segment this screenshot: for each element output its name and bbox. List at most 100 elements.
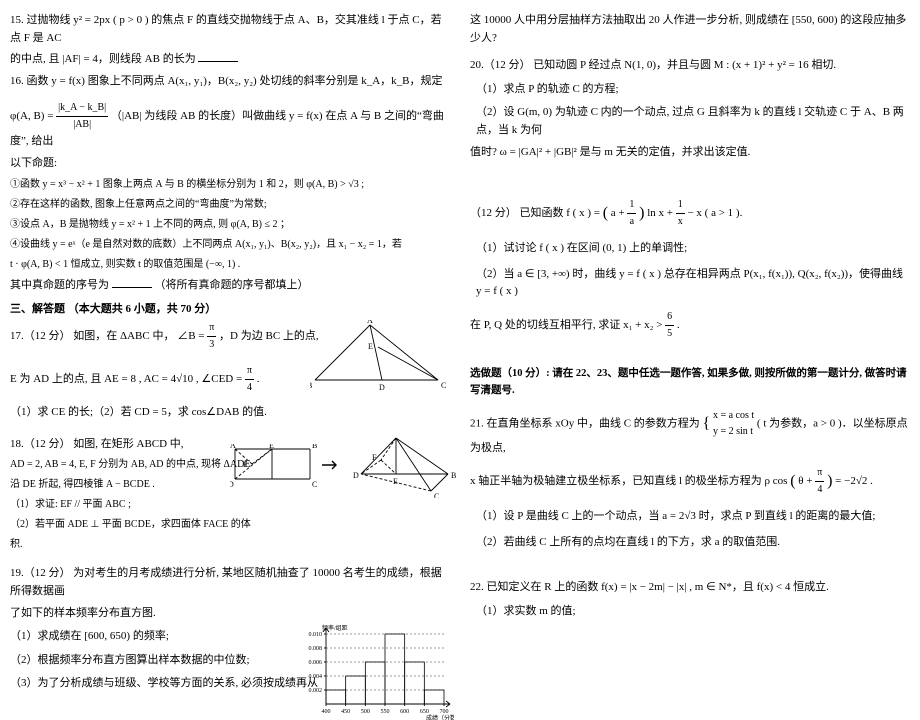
q21b-rparen: ) [827,473,832,490]
q18-s2: （2）若平面 ADE ⊥ 平面 BCDE，求四面体 FACE 的体 [10,517,450,533]
q21a-s1: （1）试讨论 f ( x ) 在区间 (0, 1) 上的单调性; [470,240,910,258]
q21b-s1: （1）设 P 是曲线 C 上的一个动点，当 a = 2√3 时，求点 P 到直线… [470,508,910,526]
svg-text:D: D [379,383,385,392]
q21a-frac2-num: 1 [676,197,685,214]
q21b-l1a: 21. 在直角坐标系 xOy 中，曲线 C 的参数方程为 [470,417,700,429]
q15-line1: 15. 过抛物线 y² = 2px ( p > 0 ) 的焦点 F 的直线交抛物… [10,12,450,47]
svg-text:0.010: 0.010 [309,632,323,638]
svg-text:E: E [368,342,373,351]
svg-text:C: C [312,480,317,489]
q16-p4a: ④设曲线 y = eˣ（e 是自然对数的底数）上不同两点 A(x₁, y₁)、B… [10,237,450,253]
q21b-brace: { [703,415,711,432]
q22-l1: 22. 已知定义在 R 上的函数 f(x) = |x − 2m| − |x| ,… [470,579,910,597]
svg-text:0.004: 0.004 [309,674,323,680]
svg-text:E: E [393,477,398,486]
q21a-l1b: ln x + [647,207,673,219]
svg-text:600: 600 [400,709,409,715]
q21a-l1c: − x ( a > 1 ). [687,207,742,219]
q19-histogram-figure: 0.0020.0040.0060.0080.010400450500550600… [294,622,454,720]
q19-l1: 19.（12 分） 为对考生的月考成绩进行分析, 某地区随机抽查了 10000 … [10,565,450,600]
q16-phi-def: φ(A, B) = |k_A − k_B| |AB| （|AB| 为线段 AB … [10,100,450,151]
q21a-l1: （12 分） 已知函数 f ( x ) = ( a + 1 a ) ln x +… [470,197,910,230]
q21b-lparen: ( [790,473,795,490]
q21a-frac1: 1 a [627,197,636,230]
q17-l1-den: 3 [207,337,216,353]
svg-text:550: 550 [381,709,390,715]
q16-p1: ①函数 y = x³ − x² + 1 图象上两点 A 与 B 的横坐标分别为 … [10,177,450,193]
q17-l1-num: π [207,320,216,337]
q21a-frac2: 1 x [676,197,685,230]
q17-l1a: 17.（12 分） 如图，在 ΔABC 中， ∠B = [10,330,204,342]
q21a-inner-a: a + [611,207,625,219]
q20-s2b: 值时? ω = |GA|² + |GB|² 是与 m 无关的定值，并求出该定值. [470,144,910,162]
svg-text:D: D [230,480,234,489]
svg-text:A: A [230,444,236,450]
q21a-frac1-den: a [627,214,636,230]
q16-p2: ②存在这样的函数, 图象上任意两点之间的“弯曲度”为常数; [10,197,450,213]
q17-l2b: . [257,373,260,385]
q21a-s2b-frac: 6 5 [665,309,674,342]
q17-l1b: ，D 为边 BC 上的点, [219,330,319,342]
q16-p3: ③设点 A，B 是抛物线 y = x² + 1 上不同的两点, 则 φ(A, B… [10,217,450,233]
q21b-frac-num: π [815,465,824,482]
q21b-l2a: x 轴正半轴为极轴建立极坐标系，已知直线 l 的极坐标方程为 ρ cos [470,475,787,487]
q21b-l2-inner: θ + [798,475,812,487]
q21b-sys-bot: y = 2 sin t [713,424,754,440]
svg-text:450: 450 [341,709,350,715]
q17-l2-den: 4 [245,380,254,396]
optional-header: 选做题（10 分）: 请在 22、23、题中任选一题作答, 如果多做, 则按所做… [470,366,910,400]
q16-p4b: t · φ(A, B) < 1 恒成立, 则实数 t 的取值范围是 (−∞, 1… [10,257,450,273]
q16-tail: 其中真命题的序号为 （将所有真命题的序号都填上） [10,277,450,295]
q21a-s2b-den: 5 [665,326,674,342]
q21a-s2b-num: 6 [665,309,674,326]
q16-blank [112,278,152,288]
svg-text:650: 650 [420,709,429,715]
svg-text:B: B [310,381,312,390]
q19-l2: 了如下的样本频率分布直方图. [10,605,450,623]
q17-l2a: E 为 AD 上的点, 且 AE = 8 , AC = 4√10 , ∠CED … [10,373,242,385]
q17-l2-num: π [245,363,254,380]
svg-text:频率/组距: 频率/组距 [322,624,348,632]
svg-text:0.002: 0.002 [309,688,323,694]
q16-phi-den: |AB| [56,117,108,133]
q22-s1: （1）求实数 m 的值; [470,603,910,621]
svg-text:700: 700 [440,709,449,715]
q21a-s2a: （2）当 a ∈ [3, +∞) 时，曲线 y = f ( x ) 总存在相异两… [470,266,910,301]
q18-s1: （1）求证: EF // 平面 ABC ; [10,497,450,513]
q21a-s2b-b: . [677,319,680,331]
svg-text:B: B [451,471,456,480]
q19-cont: 这 10000 人中用分层抽样方法抽取出 20 人作进一步分析, 则成绩在 [5… [470,12,910,47]
q21b-frac-den: 4 [815,482,824,498]
svg-text:B: B [312,444,317,450]
svg-text:E: E [269,444,274,450]
q21a-lparen: ( [603,205,608,222]
q16-tail2: （将所有真命题的序号都填上） [155,279,309,291]
svg-text:D: D [353,471,359,480]
q16-phi-frac: |k_A − k_B| |AB| [56,100,108,133]
q20-s1: （1）求点 P 的轨迹 C 的方程; [470,81,910,99]
q21b-frac: π 4 [815,465,824,498]
q18-rect-figure: A E B D C F [230,444,320,492]
svg-text:400: 400 [322,709,331,715]
svg-text:500: 500 [361,709,370,715]
q21b-l2: x 轴正半轴为极轴建立极坐标系，已知直线 l 的极坐标方程为 ρ cos ( θ… [470,465,910,498]
q21b-sys-top: x = a cos t [713,408,754,424]
q16-phi-num: |k_A − k_B| [56,100,108,117]
q16-tail-text: 其中真命题的序号为 [10,279,109,291]
svg-text:F: F [372,453,377,462]
q17-l1-frac: π 3 [207,320,216,353]
svg-text:F: F [243,460,248,469]
q15-line2: 的中点, 且 |AF| = 4，则线段 AB 的长为 [10,51,450,69]
q18-s3: 积. [10,537,450,553]
q16-below: 以下命题: [10,155,450,173]
svg-text:A: A [393,436,399,438]
q15-text-b: 的中点, 且 |AF| = 4，则线段 AB 的长为 [10,53,196,65]
q16-line1: 16. 函数 y = f(x) 图象上不同两点 A(x₁, y₁)，B(x₂, … [10,73,450,91]
q21b-s2: （2）若曲线 C 上所有的点均在直线 l 的下方，求 a 的取值范围. [470,534,910,552]
svg-text:C: C [441,381,446,390]
q15-blank [198,52,238,62]
q21a-s2b-a: 在 P, Q 处的切线互相平行, 求证 x₁ + x₂ > [470,319,662,331]
q21b-l1: 21. 在直角坐标系 xOy 中，曲线 C 的参数方程为 { x = a cos… [470,408,910,458]
q21a-frac1-num: 1 [627,197,636,214]
q21a-l1a: （12 分） 已知函数 f ( x ) = [470,207,603,219]
